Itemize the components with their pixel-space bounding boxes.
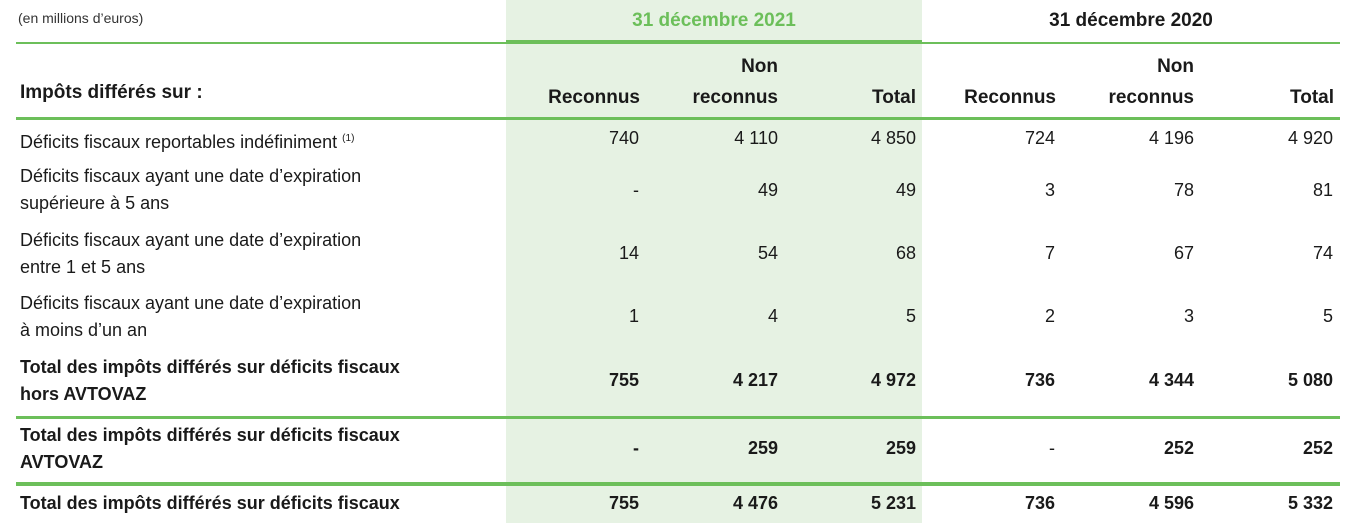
cell-value: 5 <box>1322 306 1333 326</box>
col-header-reconnus: reconnus <box>1108 87 1194 108</box>
cell-value: 78 <box>1173 180 1194 200</box>
col-header-recognized-2021: Reconnus <box>548 87 640 108</box>
cell-value: 68 <box>895 243 916 263</box>
row-label-line: Total des impôts différés sur déficits f… <box>20 357 400 377</box>
period-header-2021: 31 décembre 2021 <box>632 10 796 31</box>
cell-value: 14 <box>618 243 639 263</box>
col-header-non: Non <box>741 56 778 77</box>
cell-value: 4 217 <box>732 370 778 390</box>
header-divider-accent <box>506 40 922 44</box>
row-label-subtotal: Total des impôts différés sur déficits f… <box>20 422 490 476</box>
cell-value: 2 <box>1044 306 1055 326</box>
cell-value: - <box>633 180 639 200</box>
row-label-line: AVTOVAZ <box>20 452 104 472</box>
row-label-line: supérieure à 5 ans <box>20 193 170 213</box>
row-label-subtotal: Total des impôts différés sur déficits f… <box>20 354 490 408</box>
cell-value: 74 <box>1312 243 1333 263</box>
col-header-reconnus: reconnus <box>692 87 778 108</box>
total-divider <box>16 482 1340 486</box>
cell-value: 3 <box>1044 180 1055 200</box>
row-label-line: entre 1 et 5 ans <box>20 257 146 277</box>
cell-value: 736 <box>1024 370 1055 390</box>
cell-value: 252 <box>1163 438 1194 458</box>
period-header-2020: 31 décembre 2020 <box>1049 10 1213 31</box>
row-label: Déficits fiscaux reportables indéfinimen… <box>20 125 490 156</box>
col-header-recognized-2020: Reconnus <box>964 87 1056 108</box>
row-label-text: Déficits fiscaux reportables indéfinimen… <box>20 132 338 152</box>
cell-value: 4 196 <box>1148 128 1194 148</box>
row-label: Déficits fiscaux ayant une date d’expira… <box>20 163 490 217</box>
cell-value: 4 110 <box>734 128 778 148</box>
row-label-line: Total des impôts différés sur déficits f… <box>20 493 400 513</box>
row-label-line: Déficits fiscaux ayant une date d’expira… <box>20 293 362 313</box>
cell-value: 4 850 <box>870 128 916 148</box>
cell-value: 49 <box>895 180 916 200</box>
row-label-total: Total des impôts différés sur déficits f… <box>20 490 490 517</box>
cell-value: 4 920 <box>1287 128 1333 148</box>
col-header-total-2020: Total <box>1290 87 1334 108</box>
cell-value: 252 <box>1302 438 1333 458</box>
row-label-line: hors AVTOVAZ <box>20 384 147 404</box>
cell-value: 5 <box>905 306 916 326</box>
row-label-line: Déficits fiscaux ayant une date d’expira… <box>20 230 362 250</box>
cell-value: 49 <box>757 180 778 200</box>
col-header-not-recognized-2020: Non reconnus <box>1066 51 1194 113</box>
cell-value: 740 <box>608 128 639 148</box>
row-label-line: Déficits fiscaux ayant une date d’expira… <box>20 166 362 186</box>
cell-value: 5 332 <box>1287 493 1333 513</box>
cell-value: 5 231 <box>870 493 916 513</box>
cell-value: 7 <box>1044 243 1055 263</box>
cell-value: - <box>633 438 639 458</box>
unit-note: (en millions d’euros) <box>18 10 144 26</box>
cell-value: 4 476 <box>732 493 778 513</box>
cell-value: 755 <box>608 493 639 513</box>
row-label: Déficits fiscaux ayant une date d’expira… <box>20 227 490 281</box>
col-header-total-2021: Total <box>872 87 916 108</box>
cell-value: 4 972 <box>870 370 916 390</box>
cell-value: 259 <box>885 438 916 458</box>
row-label-line: Total des impôts différés sur déficits f… <box>20 425 400 445</box>
cell-value: 4 344 <box>1148 370 1194 390</box>
subtotal-divider <box>16 416 1340 419</box>
cell-value: 4 596 <box>1148 493 1194 513</box>
column-header-divider <box>16 117 1340 120</box>
footnote-marker: (1) <box>342 133 355 144</box>
row-label-line: à moins d’un an <box>20 320 148 340</box>
cell-value: 724 <box>1024 128 1055 148</box>
cell-value: 755 <box>608 370 639 390</box>
cell-value: 81 <box>1312 180 1333 200</box>
cell-value: 54 <box>757 243 778 263</box>
cell-value: 1 <box>628 306 639 326</box>
cell-value: 67 <box>1173 243 1194 263</box>
cell-value: 3 <box>1183 306 1194 326</box>
cell-value: 736 <box>1024 493 1055 513</box>
col-header-not-recognized-2021: Non reconnus <box>650 51 778 113</box>
highlight-column-2021 <box>506 0 922 523</box>
row-header-label: Impôts différés sur : <box>20 82 203 103</box>
row-label: Déficits fiscaux ayant une date d’expira… <box>20 290 490 344</box>
col-header-non: Non <box>1157 56 1194 77</box>
cell-value: - <box>1049 438 1055 458</box>
cell-value: 259 <box>747 438 778 458</box>
cell-value: 4 <box>767 306 778 326</box>
cell-value: 5 080 <box>1287 370 1333 390</box>
